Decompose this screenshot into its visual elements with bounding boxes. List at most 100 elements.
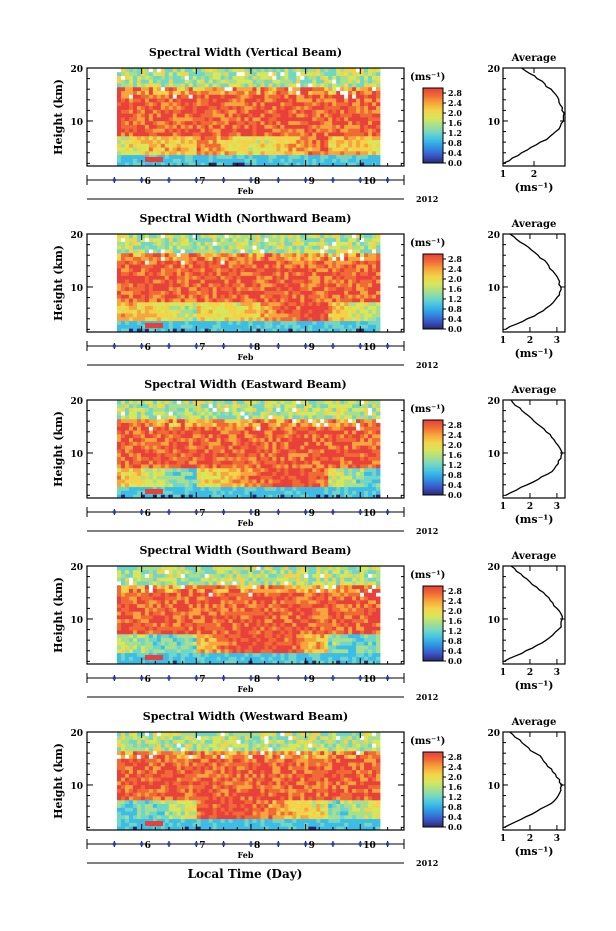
profile-frame xyxy=(502,399,566,499)
panel-title: Spectral Width (Southward Beam) xyxy=(139,544,351,557)
time-marker xyxy=(194,178,199,182)
time-marker xyxy=(139,344,144,348)
colorbar-tick-label: 2.4 xyxy=(448,762,462,772)
profile-unit: (ms⁻¹) xyxy=(515,679,554,692)
profile-title: Average xyxy=(511,717,557,728)
profile-line xyxy=(505,233,562,330)
profile-line xyxy=(502,67,565,164)
profile-title: Average xyxy=(511,385,557,396)
time-marker xyxy=(358,178,363,182)
y-tick-label: 20 xyxy=(70,231,83,241)
y-axis-label: Height (km) xyxy=(52,743,65,819)
time-tick-label: 9 xyxy=(309,509,315,519)
panel-title: Spectral Width (Northward Beam) xyxy=(140,212,352,225)
time-tick-label: 8 xyxy=(254,675,260,685)
month-label: Feb xyxy=(238,684,254,694)
time-marker xyxy=(331,178,335,182)
time-marker xyxy=(194,344,199,348)
time-marker xyxy=(358,510,363,514)
time-marker xyxy=(139,510,144,514)
time-tick-label: 10 xyxy=(363,509,376,519)
colorbar-tick-label: 0.4 xyxy=(448,480,462,490)
low-level-patch xyxy=(145,655,163,660)
panel-0: Spectral Width (Vertical Beam) 20 10 Height… xyxy=(52,46,566,204)
y-axis-label: Height (km) xyxy=(52,245,65,321)
low-level-patch xyxy=(145,821,163,826)
profile-y-tick-label: 20 xyxy=(487,563,500,573)
time-marker xyxy=(331,344,335,348)
colorbar-tick-label: 1.2 xyxy=(448,128,462,138)
time-marker xyxy=(112,510,117,514)
profile-unit: (ms⁻¹) xyxy=(515,347,554,360)
time-marker xyxy=(139,178,144,182)
time-marker xyxy=(167,344,171,348)
colorbar-tick-label: 1.2 xyxy=(448,460,462,470)
profile-y-tick-label: 10 xyxy=(487,450,500,460)
time-marker xyxy=(303,676,308,680)
time-tick-label: 7 xyxy=(199,509,205,519)
month-label: Feb xyxy=(238,352,254,362)
y-tick-label: 20 xyxy=(70,65,83,75)
y-axis-label: Height (km) xyxy=(52,577,65,653)
time-tick-label: 9 xyxy=(309,841,315,851)
profile-unit: (ms⁻¹) xyxy=(515,845,554,858)
y-tick-label: 10 xyxy=(70,450,83,460)
time-tick-label: 8 xyxy=(254,509,260,519)
profile-line xyxy=(505,399,564,496)
profile-x-tick-label: 2 xyxy=(527,502,533,512)
colorbar-tick-label: 2.0 xyxy=(448,772,462,782)
time-marker xyxy=(167,676,171,680)
y-tick-label: 20 xyxy=(70,563,83,573)
colorbar-tick-label: 0.0 xyxy=(448,490,462,500)
time-marker xyxy=(221,510,226,514)
time-marker xyxy=(385,344,390,348)
time-tick-label: 10 xyxy=(363,177,376,187)
profile-y-tick-label: 10 xyxy=(487,616,500,626)
y-tick-label: 10 xyxy=(70,284,83,294)
profile-x-tick-label: 2 xyxy=(527,336,533,346)
heatmap-field xyxy=(117,732,381,831)
profile-unit: (ms⁻¹) xyxy=(515,513,554,526)
colorbar-tick-label: 2.8 xyxy=(448,88,462,98)
year-label: 2012 xyxy=(416,692,438,702)
y-tick-label: 20 xyxy=(70,729,83,739)
time-marker xyxy=(221,676,226,680)
time-marker xyxy=(112,344,117,348)
profile-y-tick-label: 20 xyxy=(487,729,500,739)
time-marker xyxy=(303,178,308,182)
time-tick-label: 8 xyxy=(254,841,260,851)
profile-x-tick-label: 2 xyxy=(531,170,537,180)
colorbar-tick-label: 0.4 xyxy=(448,812,462,822)
colorbar-tick-label: 0.8 xyxy=(448,636,462,646)
time-tick-label: 9 xyxy=(309,177,315,187)
time-marker xyxy=(249,178,253,182)
y-axis-label: Height (km) xyxy=(52,79,65,155)
colorbar xyxy=(422,253,444,330)
profile-y-tick-label: 10 xyxy=(487,284,500,294)
time-tick-label: 6 xyxy=(145,675,151,685)
colorbar-unit: (ms⁻¹) xyxy=(410,72,445,83)
time-marker xyxy=(249,510,253,514)
colorbar-tick-label: 1.6 xyxy=(448,450,462,460)
profile-x-tick-label: 3 xyxy=(554,336,560,346)
profile-x-tick-label: 3 xyxy=(554,502,560,512)
colorbar-tick-label: 1.2 xyxy=(448,626,462,636)
time-tick-label: 9 xyxy=(309,675,315,685)
time-tick-label: 10 xyxy=(363,343,376,353)
profile-x-tick-label: 3 xyxy=(554,834,560,844)
colorbar-tick-label: 2.0 xyxy=(448,274,462,284)
time-marker xyxy=(167,842,171,846)
month-label: Feb xyxy=(238,518,254,528)
colorbar-tick-label: 1.2 xyxy=(448,792,462,802)
colorbar-tick-label: 0.0 xyxy=(448,324,462,334)
profile-frame xyxy=(502,731,566,831)
colorbar-tick-label: 2.8 xyxy=(448,254,462,264)
profile-unit: (ms⁻¹) xyxy=(515,181,554,194)
time-marker xyxy=(303,510,308,514)
low-level-patch xyxy=(145,323,163,328)
time-marker xyxy=(194,510,199,514)
panel-2: Spectral Width (Eastward Beam) 20 10 Height… xyxy=(52,378,566,536)
time-marker xyxy=(249,344,253,348)
heatmap-frame xyxy=(86,67,405,167)
profile-y-tick-label: 20 xyxy=(487,397,500,407)
